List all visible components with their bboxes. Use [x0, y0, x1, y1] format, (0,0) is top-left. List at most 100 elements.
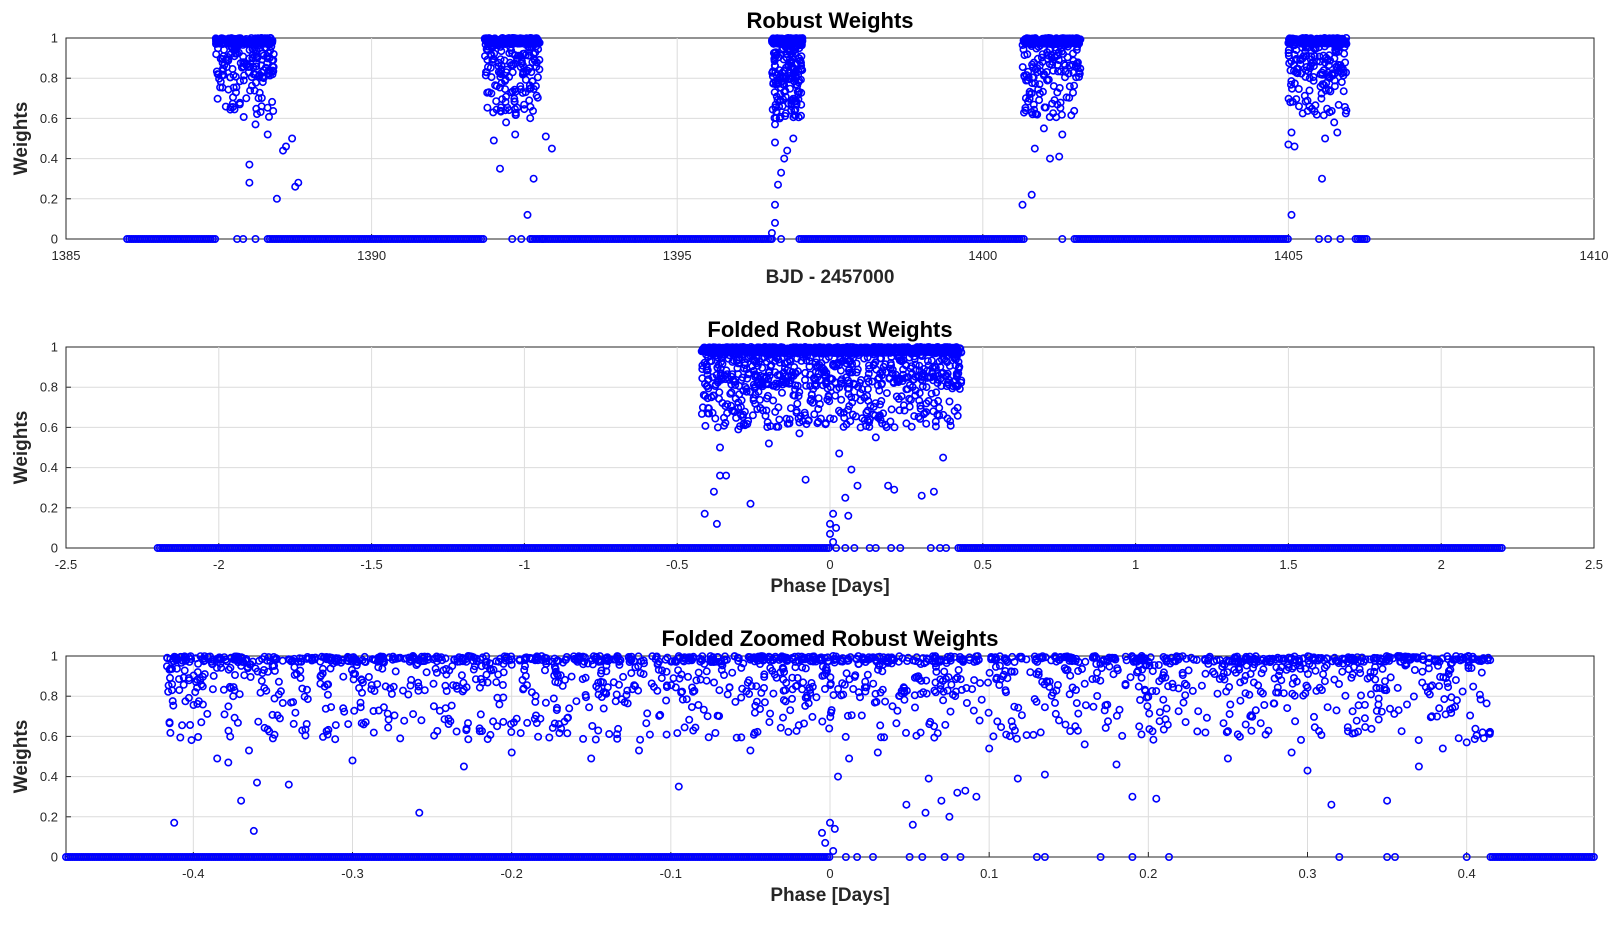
data-point [529, 85, 538, 94]
x-tick-label: -2.5 [55, 557, 77, 572]
data-point [798, 66, 807, 75]
x-tick-label: 1385 [52, 248, 81, 263]
data-point [771, 80, 780, 89]
data-point [510, 97, 519, 106]
data-point [233, 36, 242, 45]
chart-title: Robust Weights [746, 8, 913, 33]
data-point [792, 60, 801, 69]
data-point [508, 68, 517, 77]
data-point [521, 37, 530, 46]
x-tick-label: 0 [826, 557, 833, 572]
y-tick-label: 0.2 [40, 191, 58, 206]
data-point [1315, 235, 1324, 244]
data-point [1053, 88, 1062, 97]
data-point [226, 73, 235, 82]
data-point [533, 93, 542, 102]
data-point [487, 73, 496, 82]
data-point [794, 37, 803, 46]
data-point [253, 54, 262, 63]
data-point [505, 106, 514, 115]
data-point [533, 73, 542, 82]
chart-title: Folded Robust Weights [707, 317, 952, 342]
data-point [211, 235, 220, 244]
x-tick-label: -0.3 [341, 866, 363, 881]
data-point [529, 49, 538, 58]
data-point [792, 80, 801, 89]
data-point [483, 88, 492, 97]
y-tick-label: 0.6 [40, 111, 58, 126]
y-tick-label: 0.8 [40, 71, 58, 86]
data-point [1058, 235, 1067, 244]
data-point [226, 105, 235, 114]
data-point [790, 49, 799, 58]
data-point [520, 49, 529, 58]
x-tick-label: 0.5 [974, 557, 992, 572]
data-point [218, 71, 227, 80]
data-point [501, 85, 510, 94]
data-point [526, 114, 535, 123]
y-tick-label: 0.4 [40, 769, 58, 784]
x-tick-label: 1410 [1580, 248, 1609, 263]
data-point [1324, 235, 1333, 244]
data-point [797, 36, 806, 45]
data-point [248, 54, 257, 63]
data-point [780, 66, 789, 75]
data-point [534, 37, 543, 46]
y-tick-label: 0.2 [40, 809, 58, 824]
x-tick-label: -2 [213, 557, 225, 572]
data-point [212, 67, 221, 76]
data-point [532, 62, 541, 71]
data-point [785, 84, 794, 93]
data-point [517, 59, 526, 68]
data-point [526, 235, 535, 244]
data-point [503, 35, 512, 44]
x-tick-label: -1 [519, 557, 531, 572]
data-point [214, 44, 223, 53]
x-axis-label: Phase [Days] [770, 576, 889, 597]
data-point [782, 49, 791, 58]
data-point [216, 54, 225, 63]
data-point [481, 35, 490, 44]
data-point [496, 72, 505, 81]
x-tick-label: 0.3 [1298, 866, 1316, 881]
y-tick-label: 0.4 [40, 151, 58, 166]
data-point [239, 113, 248, 122]
chart-panel-folded-zoomed-robust-weights: Folded Zoomed Robust Weights Weights Pha… [11, 626, 1598, 906]
y-tick-label: 0.6 [40, 729, 58, 744]
x-axis-label: Phase [Days] [770, 885, 889, 906]
x-tick-label: 1400 [968, 248, 997, 263]
x-tick-label: 1 [1132, 557, 1139, 572]
data-point [768, 35, 777, 44]
data-point [508, 87, 517, 96]
x-tick-label: 0 [826, 866, 833, 881]
data-point [213, 94, 222, 103]
data-point [501, 92, 510, 101]
data-point [481, 68, 490, 77]
data-point [496, 68, 505, 77]
data-point [508, 49, 517, 58]
grid [66, 38, 1594, 239]
data-point [265, 71, 274, 80]
y-tick-label: 1 [51, 31, 58, 46]
data-point [797, 100, 806, 109]
x-tick-label: 1395 [663, 248, 692, 263]
data-point [269, 107, 278, 116]
data-point [512, 54, 521, 63]
data-point [235, 98, 244, 107]
data-point [231, 72, 240, 81]
x-tick-label: 2 [1438, 557, 1445, 572]
data-point [787, 106, 796, 115]
data-point [263, 58, 272, 67]
data-point [788, 96, 797, 105]
data-point [1035, 96, 1044, 105]
data-point [517, 235, 526, 244]
data-point [538, 235, 547, 244]
data-point [264, 112, 273, 121]
data-point [263, 54, 272, 63]
data-point [524, 51, 533, 60]
data-point [520, 100, 529, 109]
data-point [487, 89, 496, 98]
x-tick-label: 2.5 [1585, 557, 1603, 572]
data-point [787, 49, 796, 58]
